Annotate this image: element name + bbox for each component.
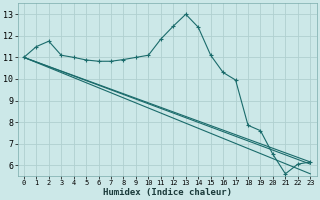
X-axis label: Humidex (Indice chaleur): Humidex (Indice chaleur) [103,188,232,197]
